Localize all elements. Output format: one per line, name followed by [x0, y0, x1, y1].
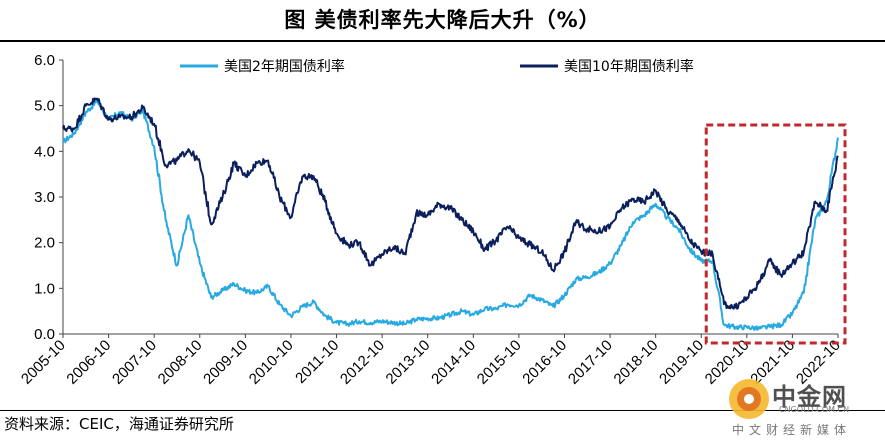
x-tick-label: 2017-10 — [565, 337, 616, 388]
x-tick-label: 2011-10 — [292, 337, 342, 387]
legend-label-10y: 美国10年期国债利率 — [564, 58, 694, 75]
y-tick-label: 5.0 — [34, 98, 55, 115]
x-tick-label: 2008-10 — [155, 337, 206, 388]
title-divider — [0, 40, 885, 42]
source-divider — [0, 410, 885, 411]
y-tick-label: 3.0 — [34, 189, 55, 206]
x-tick-label: 2005-10 — [18, 337, 69, 388]
x-tick-label: 2010-10 — [246, 337, 297, 388]
x-tick-label: 2018-10 — [611, 337, 662, 388]
series-layer — [62, 97, 839, 331]
legend-label-2y: 美国2年期国债利率 — [224, 58, 345, 75]
x-tick-label: 2009-10 — [200, 337, 251, 388]
x-tick-label: 2014-10 — [428, 337, 479, 388]
highlight-box — [704, 123, 847, 345]
line-chart: 0.0 1.0 2.0 3.0 4.0 5.0 6.0 2005-102006-102007-… — [18, 52, 847, 388]
y-tick-label: 1.0 — [34, 280, 55, 297]
x-tick-label: 2013-10 — [383, 337, 434, 388]
y-tick-label: 6.0 — [34, 52, 55, 69]
y-tick-label: 4.0 — [34, 143, 55, 160]
watermark: 中金网 CNGOLD.COM.CN 中文财经新媒体 — [727, 377, 885, 445]
watermark-logo-icon — [729, 379, 769, 419]
chart-legend: 美国2年期国债利率 美国10年期国债利率 — [180, 58, 694, 75]
y-tick-label: 2.0 — [34, 235, 55, 252]
chart-axes: 0.0 1.0 2.0 3.0 4.0 5.0 6.0 2005-102006-102007-… — [18, 52, 844, 388]
series-line-2y — [62, 98, 839, 331]
chart-title: 图 美债利率先大降后大升（%） — [284, 8, 601, 32]
series-line-10y — [62, 97, 839, 310]
x-tick-label: 2012-10 — [337, 337, 388, 388]
x-tick-label: 2007-10 — [109, 337, 160, 388]
watermark-name: 中金网 — [772, 382, 847, 411]
watermark-domain: CNGOLD.COM.CN — [779, 405, 850, 414]
x-tick-label: 2015-10 — [474, 337, 525, 388]
x-tick-label: 2019-10 — [656, 337, 707, 388]
watermark-subtitle: 中文财经新媒体 — [732, 423, 852, 437]
source-note: 资料来源：CEIC，海通证券研究所 — [4, 415, 234, 433]
x-tick-label: 2016-10 — [519, 337, 570, 388]
x-tick-label: 2006-10 — [63, 337, 114, 388]
y-tick-label: 0.0 — [34, 326, 55, 343]
